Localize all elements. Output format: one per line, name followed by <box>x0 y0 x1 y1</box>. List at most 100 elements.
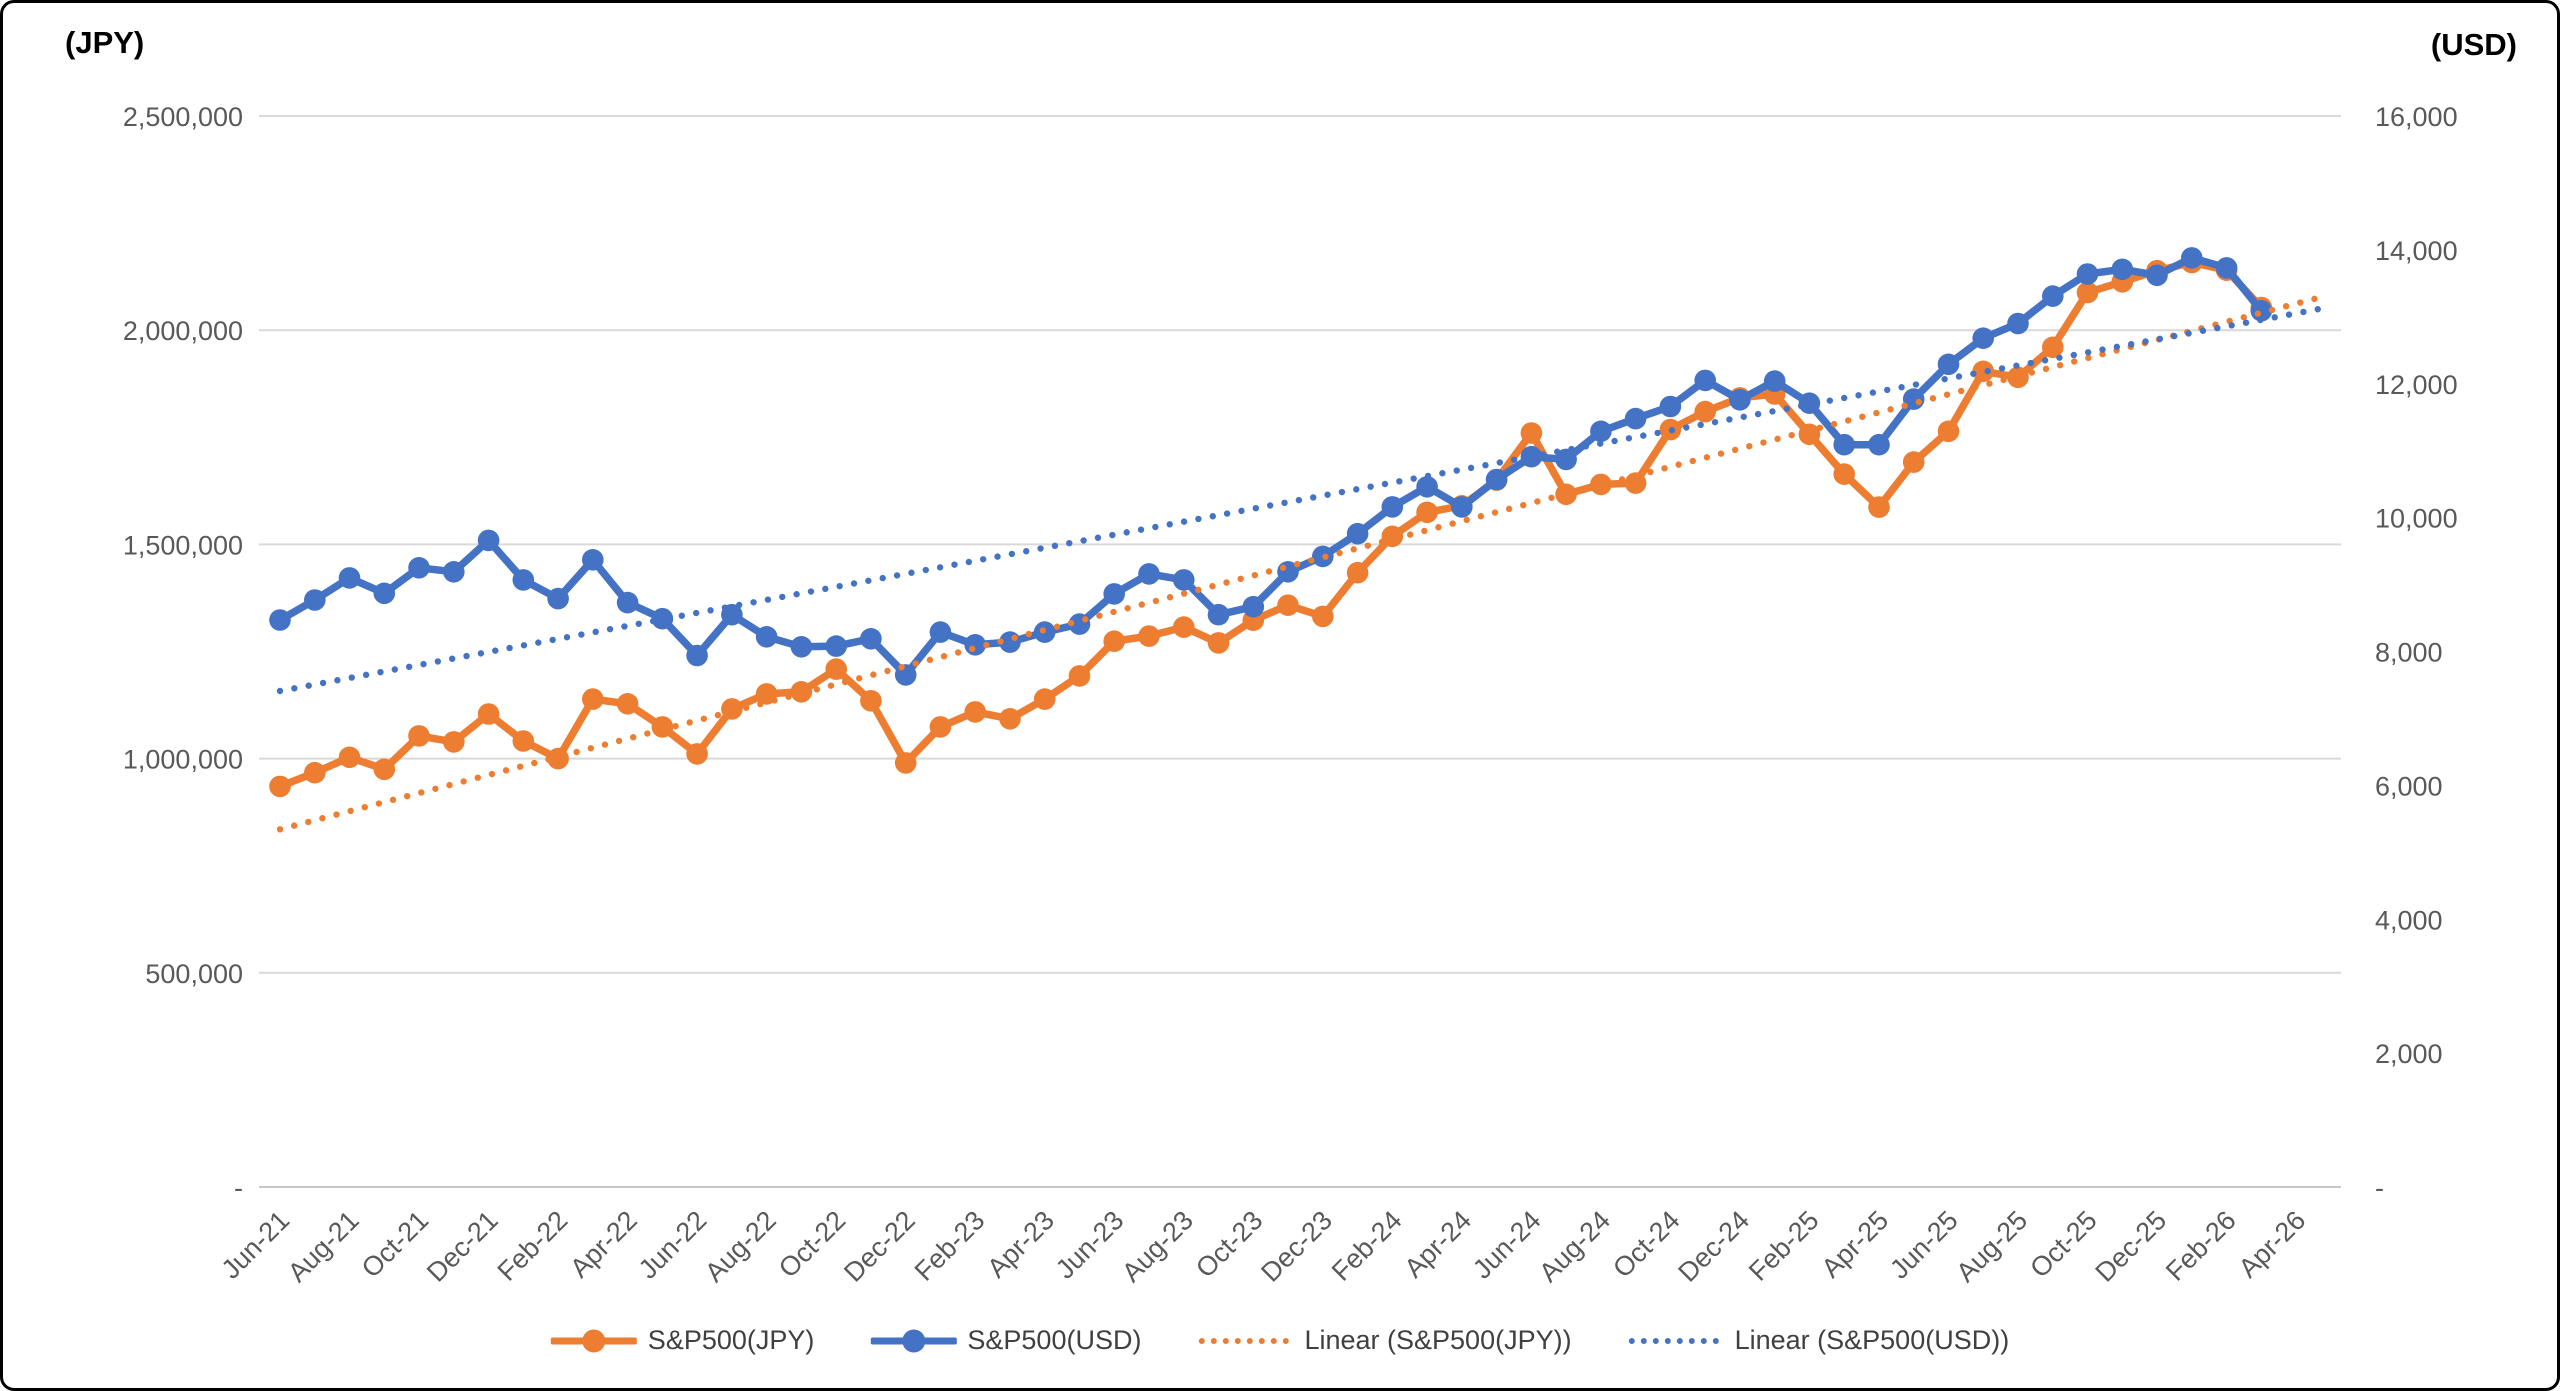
data-point-marker <box>1207 632 1230 654</box>
data-point-marker <box>1624 407 1647 430</box>
data-point-marker <box>269 775 291 798</box>
data-point-marker <box>2215 257 2238 279</box>
data-point-marker <box>616 591 639 614</box>
data-point-marker <box>1346 522 1369 545</box>
legend-label: S&P500(JPY) <box>647 1325 815 1355</box>
x-axis-tick: Apr-23 <box>981 1205 1060 1284</box>
data-point-marker <box>1277 594 1299 616</box>
data-point-marker <box>304 589 326 611</box>
data-point-marker <box>1138 625 1160 647</box>
data-point-marker <box>2111 258 2134 281</box>
data-point-marker <box>338 746 361 769</box>
right-axis-tick: 16,000 <box>2375 102 2458 132</box>
left-axis-title: (JPY) <box>65 25 145 60</box>
data-point-marker <box>1520 422 1543 444</box>
data-point-marker <box>1173 569 1195 591</box>
data-point-marker <box>408 557 430 579</box>
x-axis-tick: Jun-25 <box>1884 1205 1964 1285</box>
data-point-marker <box>1833 433 1855 456</box>
data-point-marker <box>1451 496 1473 518</box>
data-point-marker <box>1972 360 1994 383</box>
series-s-p500-jpy- <box>269 251 2273 798</box>
data-point-marker <box>1381 525 1404 548</box>
data-point-marker <box>1312 605 1334 628</box>
legend-item-sp500-jpy[interactable]: S&P500(JPY) <box>550 1325 815 1356</box>
x-axis-tick: Aug-21 <box>282 1205 365 1288</box>
x-axis-tick: Feb-26 <box>2160 1205 2242 1287</box>
data-point-marker <box>825 658 847 680</box>
x-axis-tick: Apr-24 <box>1399 1205 1478 1284</box>
x-axis-tick: Feb-25 <box>1743 1205 1825 1287</box>
data-point-marker <box>2076 281 2099 304</box>
data-point-marker <box>894 752 917 774</box>
left-axis-tick: - <box>234 1173 243 1203</box>
data-point-marker <box>443 561 465 583</box>
data-point-marker <box>929 621 952 643</box>
x-axis-tick: Jun-24 <box>1467 1205 1547 1285</box>
data-point-marker <box>1103 630 1125 652</box>
data-point-marker <box>1659 395 1682 418</box>
legend-item-linear-jpy[interactable]: Linear (S&P500(JPY)) <box>1197 1325 1572 1356</box>
data-point-marker <box>547 587 569 610</box>
data-point-marker <box>755 626 778 648</box>
data-point-marker <box>1902 451 1925 473</box>
x-axis-tick: Aug-25 <box>1950 1205 2033 1288</box>
legend-item-sp500-usd[interactable]: S&P500(USD) <box>870 1325 1141 1356</box>
x-axis-tick: Dec-25 <box>2090 1205 2173 1288</box>
left-axis-tick: 2,000,000 <box>123 316 243 346</box>
left-axis-tick: 500,000 <box>145 959 243 989</box>
data-point-marker <box>1103 583 1125 605</box>
data-point-marker <box>1694 400 1716 423</box>
x-axis-tick: Oct-23 <box>1190 1205 1269 1284</box>
data-point-marker <box>686 644 708 667</box>
data-point-marker <box>443 731 465 753</box>
data-point-marker <box>1937 420 1960 443</box>
x-axis-tick: Aug-22 <box>699 1205 782 1288</box>
data-point-marker <box>1590 420 1612 443</box>
data-point-marker <box>1416 476 1438 498</box>
data-point-marker <box>1416 501 1438 524</box>
x-axis-tick: Aug-23 <box>1116 1205 1199 1288</box>
legend-label: S&P500(USD) <box>967 1325 1142 1355</box>
right-axis-tick: 12,000 <box>2375 370 2458 400</box>
x-axis-tick: Feb-23 <box>909 1205 991 1287</box>
x-axis-tick: Dec-21 <box>421 1205 504 1288</box>
data-point-marker <box>1068 665 1091 687</box>
trend-dotted-line <box>276 304 2328 695</box>
data-point-marker <box>512 569 535 591</box>
data-point-marker <box>582 688 604 710</box>
data-point-marker <box>964 701 986 723</box>
right-axis-tick: 10,000 <box>2375 504 2458 534</box>
data-point-marker <box>1033 688 1056 710</box>
x-axis-tick: Feb-24 <box>1326 1205 1408 1287</box>
dotted-line-icon <box>1198 1337 1293 1344</box>
right-axis-tick: 14,000 <box>2375 236 2458 266</box>
data-point-marker <box>1868 496 1890 518</box>
data-point-marker <box>1868 433 1890 456</box>
data-point-marker <box>1207 603 1230 626</box>
data-point-marker <box>2042 285 2064 307</box>
data-point-marker <box>1590 473 1612 496</box>
trend-dotted-line <box>276 293 2328 833</box>
data-point-marker <box>1242 595 1265 618</box>
legend-item-linear-usd[interactable]: Linear (S&P500(USD)) <box>1628 1325 2009 1356</box>
left-axis-tick: 2,500,000 <box>123 102 243 132</box>
x-axis-tick: Jun-22 <box>633 1205 713 1285</box>
dotted-line-icon <box>1628 1337 1723 1344</box>
data-point-marker <box>1624 472 1647 494</box>
series-s-p500-usd- <box>269 247 2273 686</box>
x-axis-tick: Apr-26 <box>2233 1205 2312 1284</box>
data-point-marker <box>582 549 604 571</box>
right-axis-title: (USD) <box>2430 27 2517 62</box>
data-point-marker <box>1729 389 1751 411</box>
legend: S&P500(JPY) S&P500(USD) Linear (S&P500(J… <box>550 1325 2009 1356</box>
data-point-marker <box>1346 561 1369 584</box>
data-point-marker <box>964 634 986 656</box>
series-line <box>276 258 2266 791</box>
left-axis-tick: 1,000,000 <box>123 745 243 775</box>
solid-line-marker-icon <box>870 1329 957 1352</box>
trendline-linear-s-p500-usd- <box>276 304 2328 695</box>
x-axis-tick: Oct-24 <box>1607 1205 1686 1284</box>
data-point-marker <box>860 628 882 650</box>
